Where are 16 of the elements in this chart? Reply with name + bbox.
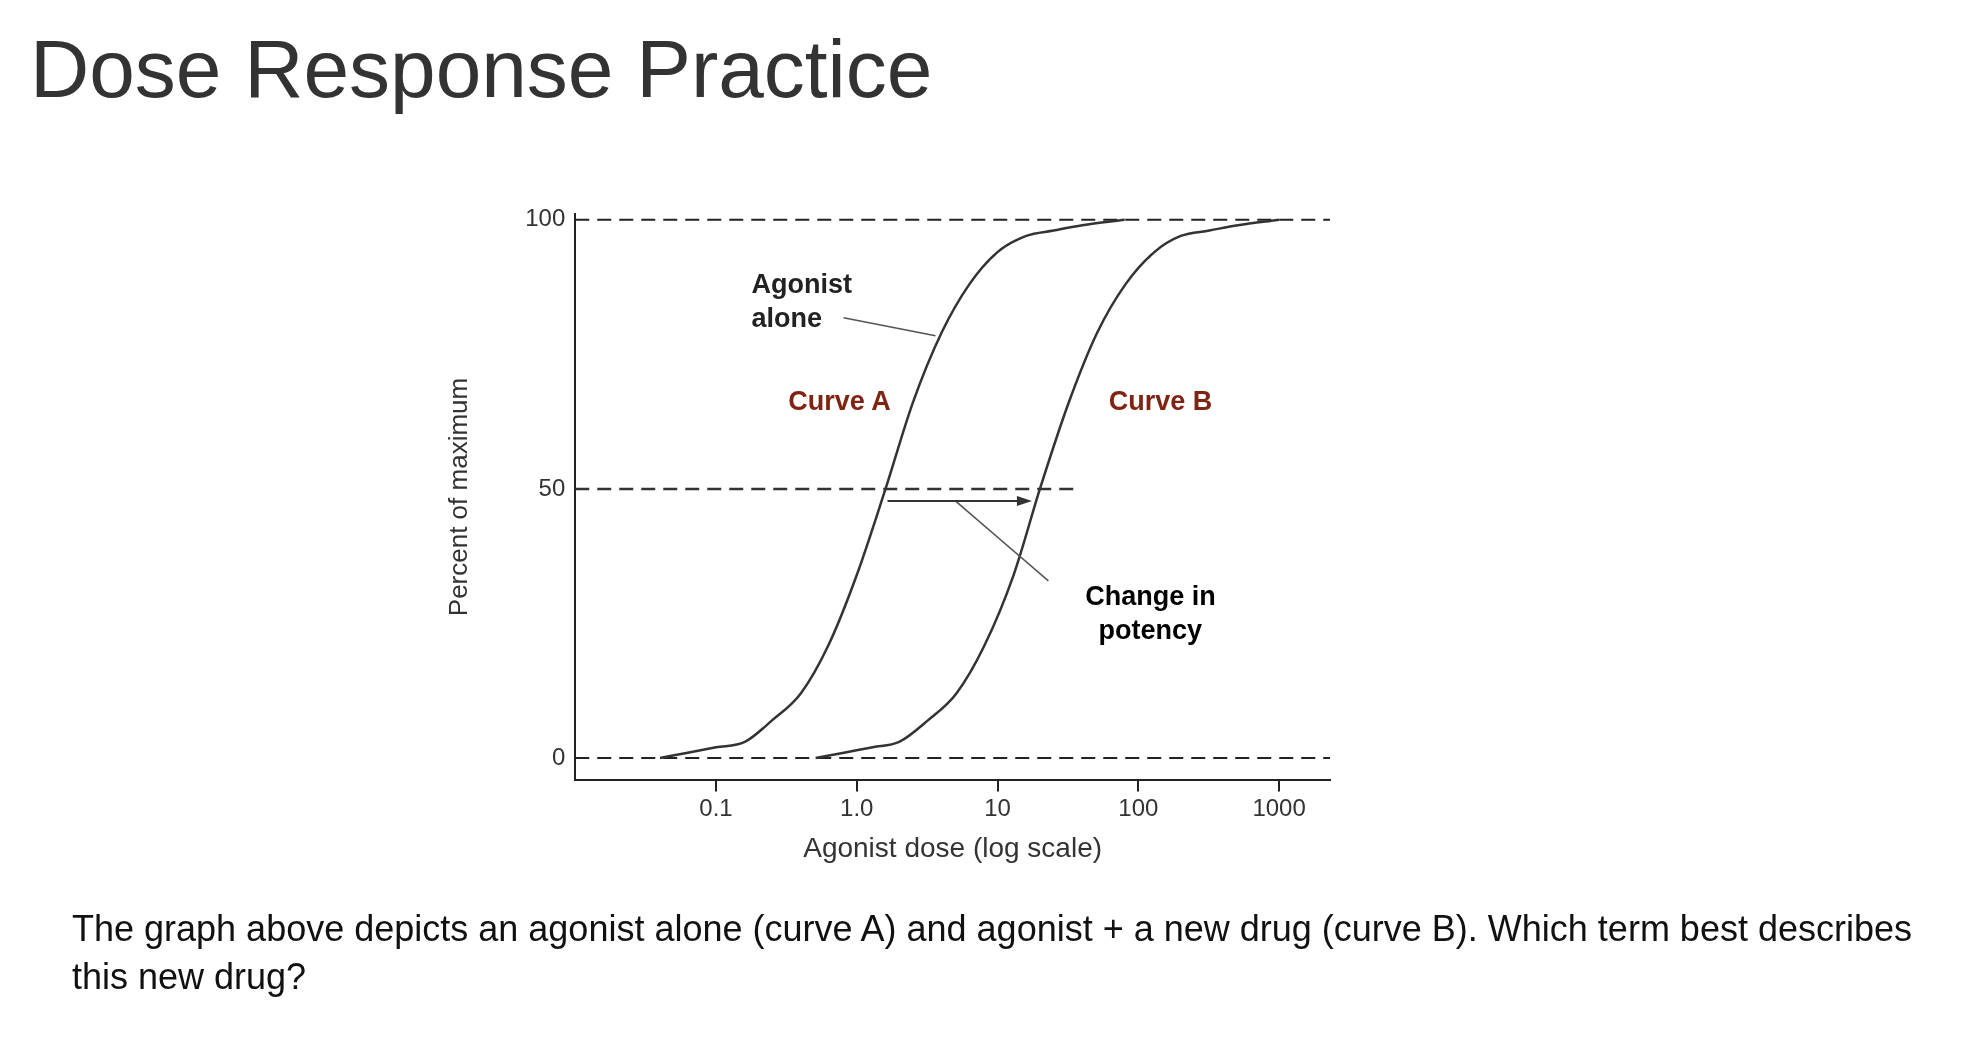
x-tick-label: 10 bbox=[984, 793, 1011, 821]
annotation: Curve B bbox=[1108, 386, 1213, 417]
x-tick-label: 1.0 bbox=[840, 793, 874, 821]
y-tick-label: 50 bbox=[538, 473, 566, 501]
y-tick-label: 0 bbox=[551, 742, 566, 770]
x-tick-label: 100 bbox=[1118, 793, 1159, 821]
x-tick-label: 1000 bbox=[1252, 793, 1306, 821]
x-axis-title: Agonist dose (log scale) bbox=[803, 831, 1103, 863]
annotation: Curve A bbox=[788, 386, 891, 417]
y-tick-label: 100 bbox=[525, 204, 566, 232]
annotation: Change in potency bbox=[1085, 581, 1216, 646]
y-axis-title: Percent of maximum bbox=[442, 377, 473, 617]
x-tick-label: 0.1 bbox=[699, 793, 733, 821]
chart-title: Dose Response Practice bbox=[30, 22, 933, 116]
text: The graph above depicts an agonist alone (curve A) and agonist + a new drug (curve B). Which term best describes this new drug? bbox=[72, 907, 1913, 999]
annotation: Agonist alone bbox=[751, 269, 853, 334]
